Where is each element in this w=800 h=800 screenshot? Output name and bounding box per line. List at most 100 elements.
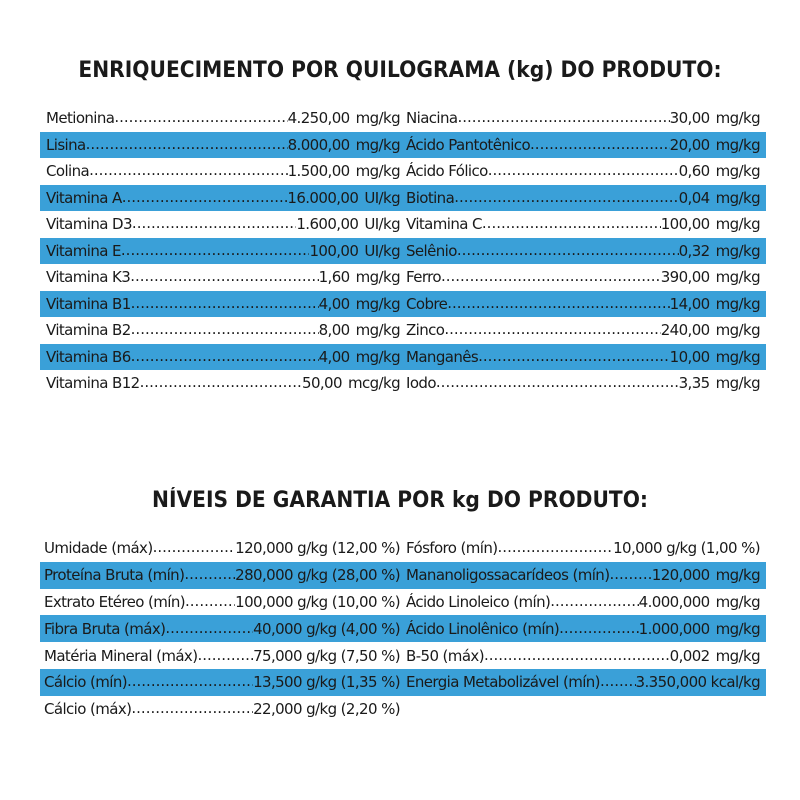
nutrient-entry-right: Fósforo (mín) 10,000 g/kg (1,00 %): [400, 539, 766, 557]
nutrient-value: 13,500 g/kg (1,35 %): [253, 673, 400, 692]
nutrient-unit: mg/kg: [715, 135, 761, 154]
nutrient-value: 30,00: [669, 109, 711, 128]
nutrient-value: 0,04: [678, 188, 711, 207]
nutrient-name: Biotina: [406, 188, 455, 207]
nutrient-unit: mg/kg: [715, 321, 761, 340]
nutrient-value: 40,000 g/kg (4,00 %): [253, 619, 400, 638]
nutrient-entry-left: Fibra Bruta (máx) 40,000 g/kg (4,00 %): [40, 620, 400, 638]
guarantee-levels-table: Umidade (máx)120,000 g/kg (12,00 %)Fósfo…: [40, 535, 766, 723]
dot-leader: [131, 700, 253, 714]
nutrient-name: Fibra Bruta (máx): [44, 619, 166, 638]
nutrient-unit: mg/kg: [715, 646, 761, 665]
nutrient-unit: UI/kg: [364, 215, 400, 234]
nutrient-value: 10,000 g/kg (1,00 %): [613, 539, 761, 558]
dot-leader: [436, 374, 679, 388]
table-row: Vitamina D3 1.600,00 UI/kg Vitamina C 100,00…: [40, 211, 766, 238]
nutrient-entry-right: Ferro 390,00 mg/kg: [400, 268, 766, 286]
dot-leader: [185, 593, 235, 607]
nutrient-entry-left: Vitamina D3 1.600,00 UI/kg: [40, 215, 400, 233]
nutrient-entry-left: Cálcio (máx) 22,000 g/kg (2,20 %): [40, 700, 400, 718]
nutrient-unit: mg/kg: [715, 294, 761, 313]
nutrient-value: 1.500,00: [287, 162, 351, 181]
dot-leader: [86, 136, 288, 150]
nutrient-name: Vitamina B2: [46, 321, 131, 340]
dot-leader: [131, 348, 319, 362]
nutrient-name: Lisina: [46, 135, 86, 154]
nutrient-value: 100,00: [309, 241, 359, 260]
nutrient-entry-right: Energia Metabolizável (mín) 3.350,000 kca…: [400, 673, 766, 691]
dot-leader: [550, 593, 638, 607]
nutrient-value: 1.000,000: [638, 619, 711, 638]
nutrient-entry-left: Vitamina E 100,00 UI/kg: [40, 242, 400, 260]
table-row: Cálcio (mín) 13,500 g/kg (1,35 %)Energia …: [40, 668, 766, 696]
nutrient-unit: mg/kg: [715, 347, 761, 366]
nutrient-name: Cobre: [406, 294, 448, 313]
dot-leader: [130, 268, 318, 282]
nutrient-value: 0,002: [669, 646, 711, 665]
dot-leader: [600, 673, 636, 687]
nutrient-name: Cálcio (mín): [44, 673, 128, 692]
nutrient-name: Niacina: [406, 109, 458, 128]
nutrient-entry-left: Cálcio (mín) 13,500 g/kg (1,35 %): [40, 673, 400, 691]
nutrient-entry-left: Umidade (máx) 120,000 g/kg (12,00 %): [40, 539, 400, 557]
nutrient-unit: UI/kg: [364, 188, 400, 207]
nutrient-name: Ácido Fólico: [406, 162, 488, 181]
dot-leader: [441, 268, 661, 282]
nutrient-name: Manganês: [406, 347, 479, 366]
nutrient-value: 22,000 g/kg (2,20 %): [253, 700, 400, 719]
nutrient-name: Matéria Mineral (máx): [44, 646, 198, 665]
enrichment-table: Metionina4.250,00mg/kgNiacina30,00mg/kgL…: [40, 105, 766, 397]
nutrient-value: 280,000 g/kg (28,00 %): [235, 566, 400, 585]
table-row: Fibra Bruta (máx) 40,000 g/kg (4,00 %)Áci…: [40, 615, 766, 643]
dot-leader: [165, 620, 253, 634]
dot-leader: [114, 109, 287, 123]
nutrient-unit: mg/kg: [355, 135, 400, 154]
dot-leader: [121, 242, 310, 256]
nutrient-name: Umidade (máx): [44, 539, 153, 558]
nutrient-name: Ferro: [406, 268, 442, 287]
dot-leader: [131, 295, 319, 309]
dot-leader: [131, 321, 319, 335]
nutrient-entry-left: Vitamina A 16.000,00 UI/kg: [40, 189, 400, 207]
nutrient-name: Colina: [46, 162, 90, 181]
nutrient-unit: mg/kg: [355, 109, 400, 128]
nutrient-value: 14,00: [669, 294, 711, 313]
nutrient-unit: UI/kg: [364, 241, 400, 260]
nutrient-unit: mg/kg: [715, 268, 761, 287]
nutrient-value: 390,00: [660, 268, 710, 287]
nutrient-value: 4,00: [318, 347, 351, 366]
nutrient-value: 50,00: [302, 374, 343, 393]
nutrient-unit: mg/kg: [715, 374, 761, 393]
nutrient-value: 240,00: [660, 321, 710, 340]
nutrient-name: Ácido Linoleico (mín): [406, 592, 551, 611]
nutrient-value: 4.250,00: [287, 109, 351, 128]
nutrient-name: Vitamina D3: [46, 215, 133, 234]
nutrient-unit: mg/kg: [715, 592, 761, 611]
dot-leader: [447, 295, 669, 309]
nutrient-value: 0,32: [678, 241, 711, 260]
table-row: Extrato Etéreo (mín) 100,000 g/kg (10,00 …: [40, 589, 766, 616]
nutrient-value: 3,35: [678, 374, 711, 393]
dot-leader: [530, 136, 670, 150]
nutrient-name: Ácido Pantotênico: [406, 135, 531, 154]
dot-leader: [498, 539, 614, 553]
table-row: Matéria Mineral (máx) 75,000 g/kg (7,50 %…: [40, 642, 766, 669]
nutrient-value: 8,00: [318, 321, 351, 340]
